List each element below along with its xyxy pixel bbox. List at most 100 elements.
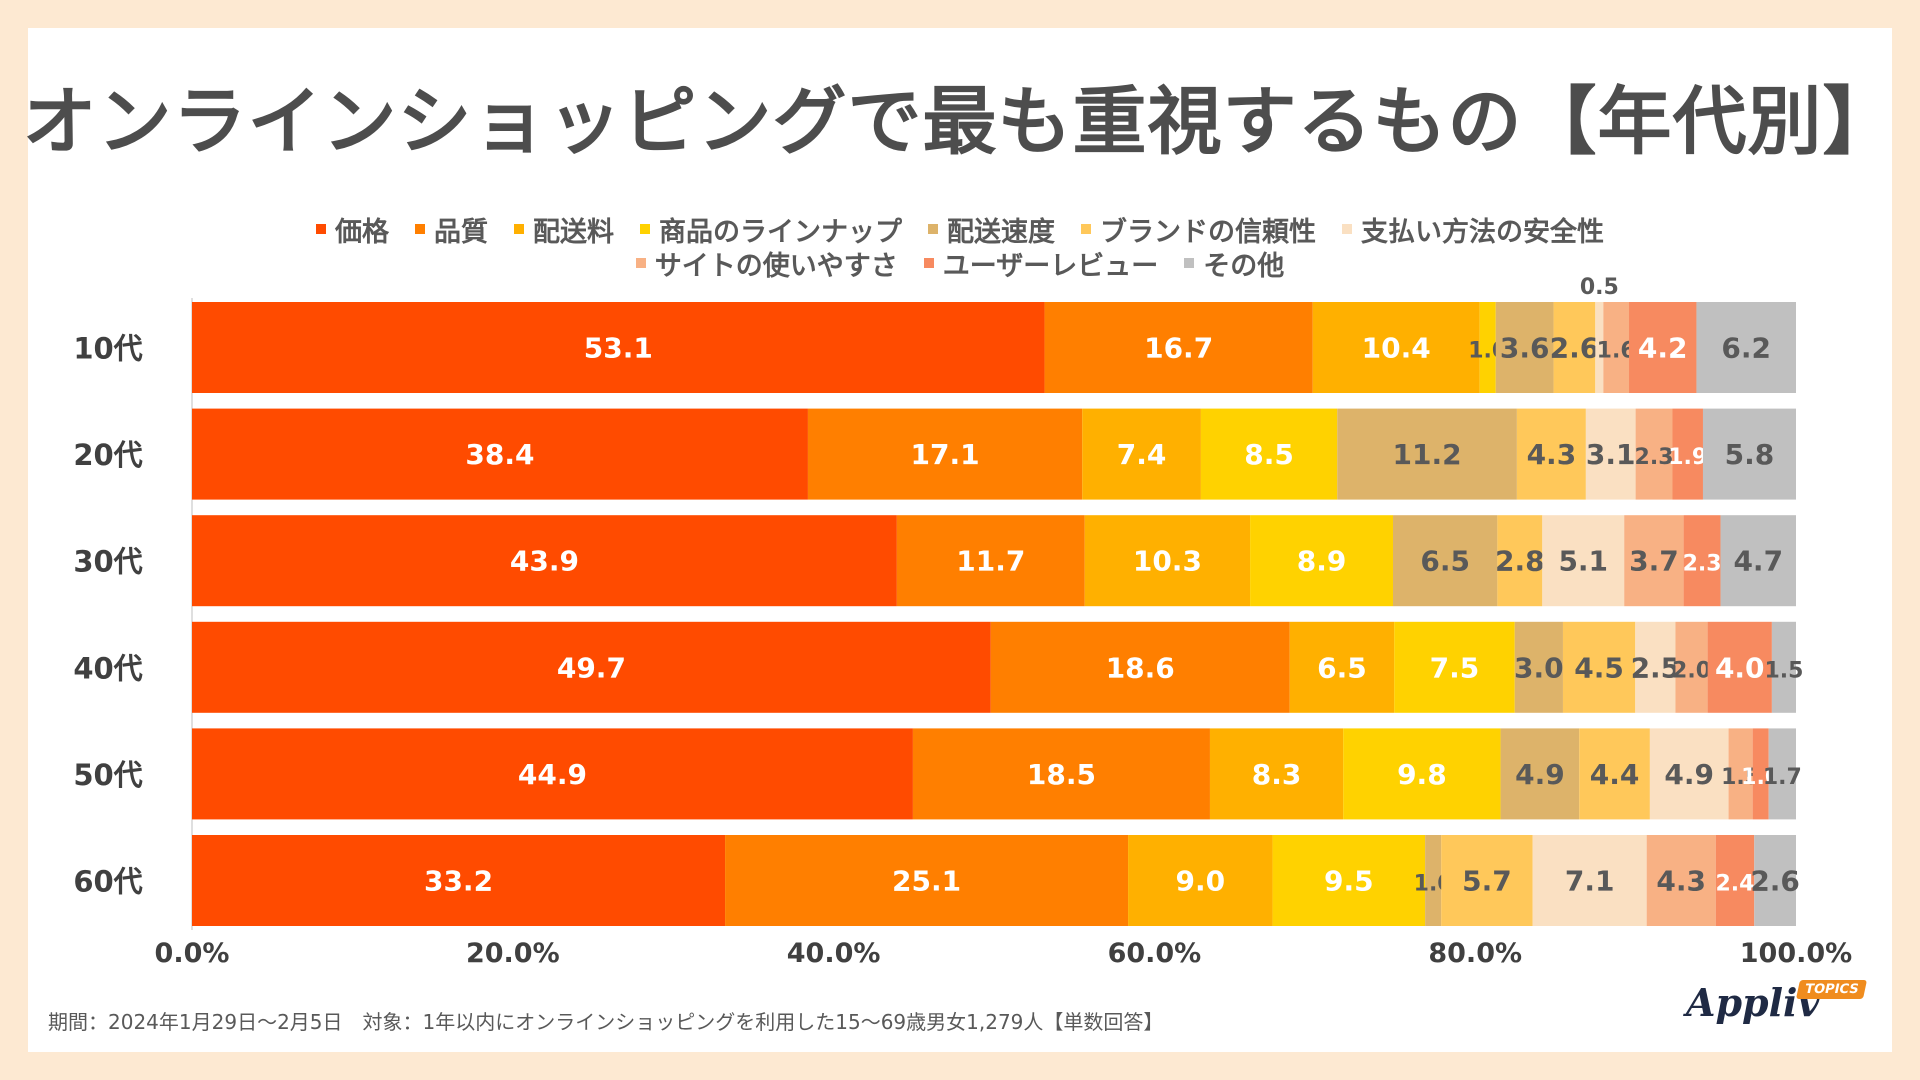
bar-segment [1289,621,1395,713]
bar-segment [1084,515,1251,607]
legend-swatch [415,224,425,234]
x-tick-label: 0.0% [155,938,230,969]
data-label: 2.4 [1715,872,1754,897]
bar-segment [1044,302,1313,393]
data-label: 3.7 [1629,545,1679,578]
y-tick-label: 60代 [73,865,142,899]
bar-segment [1624,515,1684,607]
bar-segment [1495,302,1554,393]
legend-swatch [635,258,646,268]
bar-segment [192,621,991,713]
legend-label: 品質 [434,216,488,248]
bar-segment [1771,621,1796,713]
bar-segment [192,515,897,607]
bar-segment [1675,621,1708,713]
data-label: 9.8 [1397,758,1447,791]
legend-label: 商品のラインナップ [659,216,902,248]
bar-segment [1497,515,1543,607]
data-label: 4.3 [1527,438,1577,471]
bar-segment [1635,621,1676,713]
legend-item: 配送速度 [928,210,1055,249]
legend-item: 品質 [415,210,488,249]
data-label: 33.2 [424,865,493,898]
legend-item: ユーザーレビュー [923,244,1158,283]
data-label: 5.7 [1462,865,1512,898]
data-label: 4.5 [1574,651,1624,684]
data-label: 7.5 [1430,651,1480,684]
legend-swatch [1184,258,1195,268]
data-label: 2.8 [1495,545,1545,578]
y-tick-label: 10代 [73,332,142,366]
data-label: 1.7 [1763,765,1802,790]
y-tick-label: 30代 [73,545,142,579]
legend-item: その他 [1184,244,1284,283]
data-label: 8.9 [1297,545,1347,578]
data-label: 17.1 [911,438,980,471]
legend-swatch [640,224,650,234]
bar-segment [1702,408,1796,500]
bar-segment [1250,515,1393,607]
data-label: 2.0 [1672,658,1711,683]
data-label: 18.5 [1027,758,1096,791]
data-label: 2.6 [1750,865,1800,898]
data-label: 4.4 [1590,758,1640,791]
y-tick-label: 50代 [73,758,142,792]
legend-item: ブランドの信頼性 [1081,210,1316,249]
legend-swatch [1081,224,1091,234]
logo-badge: TOPICS [1795,980,1868,999]
data-label: 8.5 [1244,438,1294,471]
data-label: 5.8 [1725,438,1775,471]
data-label: 3.1 [1586,438,1636,471]
data-label: 1.9 [1668,445,1707,470]
data-label: 4.0 [1715,651,1765,684]
data-label: 43.9 [510,545,579,578]
legend-label: その他 [1203,250,1285,282]
data-label: 4.9 [1515,758,1565,791]
data-label: 2.3 [1635,445,1674,470]
data-label: 0.5 [1580,275,1619,300]
bar-segment [1720,515,1796,607]
data-label: 16.7 [1144,332,1213,365]
bar-segment [1312,302,1480,393]
legend-swatch [514,224,524,234]
bar-segment [1715,835,1755,926]
bar-segment [1343,728,1501,820]
x-tick-label: 60.0% [1108,938,1202,969]
bar-segment [1532,835,1647,926]
legend-item: サイトの使いやすさ [635,244,898,283]
data-label: 2.3 [1683,552,1722,577]
legend-row-2: サイトの使いやすさ ユーザーレビュー その他 [0,244,1920,283]
y-tick-label: 20代 [73,438,142,472]
bar-segment [1553,302,1596,393]
bar-segment [1683,515,1721,607]
data-label: 1.5 [1764,658,1803,683]
legend-item: 支払い方法の安全性 [1342,210,1604,249]
legend-item: 価格 [316,210,389,249]
bar-segment [1516,408,1586,500]
bar-segment [1579,728,1650,820]
bar-segment [990,621,1290,713]
bar-segment [1209,728,1344,820]
legend-swatch [928,224,938,234]
legend-row-1: 価格 品質 配送料 商品のラインナップ 配送速度 ブランドの信頼性 支払い方法の… [0,210,1920,249]
bar-segment [1635,408,1673,500]
legend-swatch [316,224,326,234]
x-tick-label: 20.0% [466,938,560,969]
bar-segment [807,408,1083,500]
bar-segment [1768,728,1796,820]
chart-title: オンラインショッピングで最も重視するもの【年代別】 [22,79,1898,165]
data-label: 7.1 [1565,865,1615,898]
data-label: 3.6 [1500,332,1550,365]
bar-segment [912,728,1210,820]
bar-segment [896,515,1085,607]
applivtopics-logo: Appliv TOPICS [1686,980,1868,1025]
bar-segment [1707,621,1772,713]
bar-segment [1514,621,1563,713]
bar-segment [1603,302,1630,393]
chart-legend: 価格 品質 配送料 商品のラインナップ 配送速度 ブランドの信頼性 支払い方法の… [0,210,1920,283]
data-label: 11.7 [956,545,1025,578]
data-label: 10.3 [1133,545,1202,578]
x-tick-label: 40.0% [787,938,881,969]
bar-segment [1585,408,1636,500]
bar-segment [1425,835,1442,926]
